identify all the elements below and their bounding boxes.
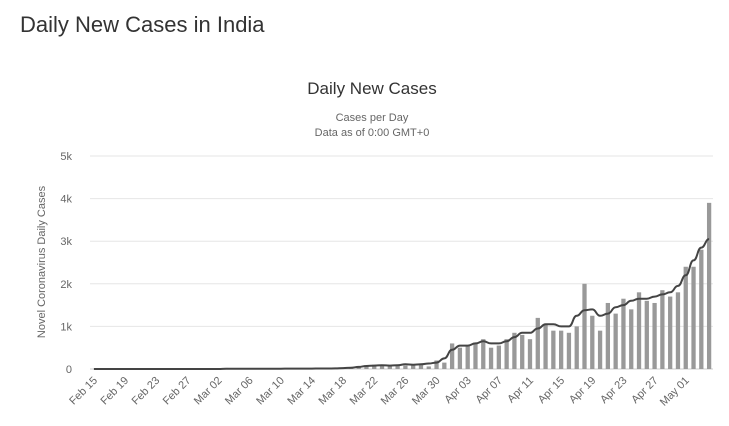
x-tick-label: Apr 15: [536, 375, 567, 406]
bar: [457, 347, 463, 369]
bar: [372, 364, 377, 369]
x-tick-label: Mar 18: [317, 375, 350, 408]
y-tick-label: 0: [66, 364, 72, 376]
bar: [660, 290, 665, 369]
bar: [636, 292, 642, 369]
bar: [387, 365, 392, 369]
bar: [379, 365, 385, 369]
page-heading: Daily New Cases in India: [20, 12, 265, 37]
y-tick-label: 3k: [60, 236, 72, 248]
x-tick-label: Apr 11: [505, 375, 536, 406]
chart-container: Daily New Cases Cases per Day Data as of…: [0, 60, 729, 421]
x-tick-label: Mar 10: [254, 375, 287, 408]
chart-subtitle-line1: Cases per Day: [336, 112, 409, 124]
daily-new-cases-chart: Daily New Cases Cases per Day Data as of…: [36, 79, 713, 409]
bar: [426, 366, 431, 369]
bar: [395, 366, 400, 369]
bar: [675, 292, 681, 369]
x-tick-label: Mar 26: [379, 375, 412, 408]
bar: [418, 364, 424, 369]
bar: [449, 343, 455, 369]
bar: [621, 298, 626, 369]
bar: [668, 296, 673, 369]
bar: [574, 326, 579, 369]
y-tick-label: 4k: [60, 194, 72, 206]
bar: [706, 202, 712, 369]
bar: [364, 365, 369, 369]
bar: [442, 362, 447, 369]
bar: [699, 249, 704, 369]
y-tick-label: 5k: [60, 151, 72, 163]
bar: [488, 347, 494, 369]
x-tick-label: Apr 07: [474, 375, 505, 406]
x-tick-label: Feb 19: [98, 375, 131, 408]
x-tick-label: Mar 06: [223, 375, 256, 408]
bar: [605, 302, 611, 369]
x-tick-label: Apr 03: [442, 375, 473, 406]
y-tick-label: 1k: [60, 321, 72, 333]
grid-layer: [90, 155, 713, 370]
x-tick-label: May 01: [658, 375, 692, 409]
x-tick-label: Mar 30: [410, 375, 443, 408]
y-tick-label: 2k: [60, 279, 72, 291]
bar: [644, 300, 649, 369]
bar: [590, 315, 595, 369]
bar: [434, 360, 439, 369]
x-tick-label: Apr 19: [567, 375, 598, 406]
bar: [629, 309, 634, 369]
x-tick-label: Mar 02: [192, 375, 225, 408]
x-tick-label: Feb 15: [67, 375, 100, 408]
bar: [597, 330, 603, 369]
line-layer: [93, 238, 710, 370]
bar: [481, 339, 486, 369]
bar: [535, 317, 540, 369]
bar: [566, 332, 572, 369]
x-tick-label: Mar 14: [285, 375, 318, 408]
bar: [691, 266, 696, 369]
bar: [527, 339, 533, 369]
bar: [559, 330, 564, 369]
bar: [411, 364, 416, 369]
x-tick-label: Apr 23: [598, 375, 629, 406]
bar: [683, 266, 688, 369]
y-tick-layer: 0 1k 2k 3k 4k 5k: [60, 151, 72, 376]
x-tick-label: Mar 22: [348, 375, 381, 408]
y-axis-label: Novel Coronavirus Daily Cases: [36, 185, 48, 338]
bar: [613, 313, 618, 369]
bar: [465, 345, 470, 369]
bar: [504, 339, 509, 369]
bar: [543, 324, 548, 369]
bar: [520, 334, 525, 369]
bar: [496, 345, 501, 369]
bar: [551, 330, 556, 369]
x-tick-label: Apr 27: [629, 375, 660, 406]
chart-subtitle-line2: Data as of 0:00 GMT+0: [315, 127, 430, 139]
bar: [403, 365, 408, 369]
bar-layer: [208, 202, 712, 370]
chart-title: Daily New Cases: [307, 79, 436, 98]
bar: [473, 343, 478, 369]
bar: [512, 332, 517, 369]
x-tick-label: Feb 27: [161, 375, 194, 408]
trend-line: [93, 238, 710, 370]
x-tick-label: Feb 23: [130, 375, 163, 408]
bar: [652, 302, 657, 369]
bar: [582, 283, 587, 369]
